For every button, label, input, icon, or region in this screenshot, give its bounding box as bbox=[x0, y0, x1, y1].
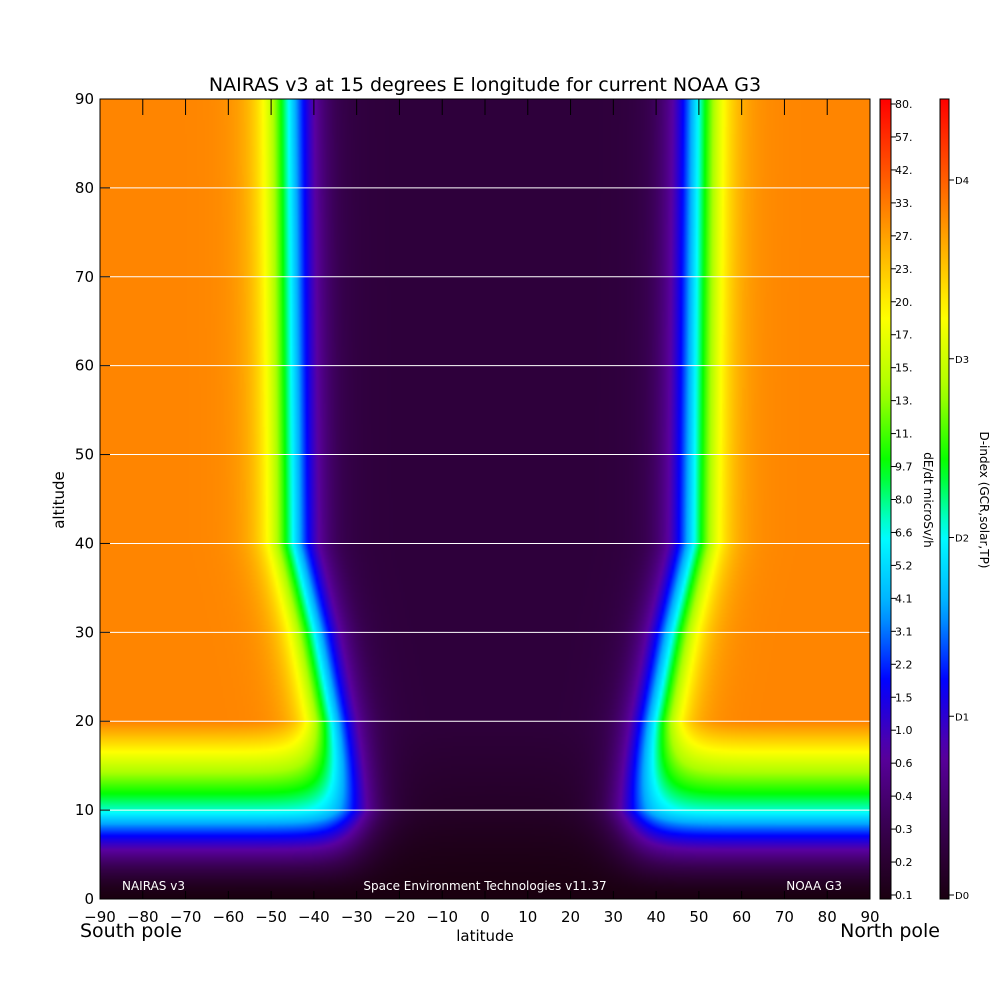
dose-tick-label: 15. bbox=[895, 362, 913, 375]
x-tick-label: 50 bbox=[689, 908, 708, 926]
dindex-colorbar bbox=[940, 99, 949, 899]
dose-tick-label: 27. bbox=[895, 230, 913, 243]
dindex-colorbar-label: D-index (GCR,solar,TP) bbox=[977, 431, 991, 568]
y-tick-label: 70 bbox=[75, 268, 94, 286]
dose-colorbar bbox=[880, 99, 891, 899]
dose-tick-label: 8.0 bbox=[895, 494, 913, 507]
x-tick-label: −40 bbox=[298, 908, 330, 926]
x-tick-label: 0 bbox=[480, 908, 490, 926]
dose-tick-label: 6.6 bbox=[895, 526, 913, 539]
dindex-tick-label: D1 bbox=[955, 712, 969, 723]
dose-tick-label: 13. bbox=[895, 395, 913, 408]
y-axis-label: altitude bbox=[50, 471, 68, 529]
annotation-left: NAIRAS v3 bbox=[122, 879, 185, 893]
y-tick-label: 30 bbox=[75, 623, 94, 641]
dose-colorbar-label: dE/dt microSv/h bbox=[921, 452, 935, 547]
grid-lines bbox=[100, 187, 870, 811]
dose-tick-label: 0.6 bbox=[895, 757, 913, 770]
x-tick-label: 80 bbox=[818, 908, 837, 926]
dose-tick-label: 23. bbox=[895, 263, 913, 276]
x-tick-label: 10 bbox=[518, 908, 537, 926]
y-tick-label: 40 bbox=[75, 534, 94, 552]
dose-tick-label: 11. bbox=[895, 428, 913, 441]
x-tick-label: 90 bbox=[860, 908, 879, 926]
dindex-tick-label: D0 bbox=[955, 891, 969, 902]
y-tick-label: 50 bbox=[75, 446, 94, 464]
dose-tick-label: 33. bbox=[895, 197, 913, 210]
x-tick-label: 30 bbox=[604, 908, 623, 926]
dose-tick-label: 42. bbox=[895, 164, 913, 177]
x-tick-label: −20 bbox=[384, 908, 416, 926]
dose-tick-label: 57. bbox=[895, 131, 913, 144]
dindex-tick-label: D4 bbox=[955, 176, 969, 187]
annotation-right: NOAA G3 bbox=[786, 879, 842, 893]
south-pole-label: South pole bbox=[80, 920, 182, 942]
dindex-colorbar-ticks: D4 D3 D2 D1 D0 bbox=[939, 98, 969, 902]
x-tick-label: −30 bbox=[341, 908, 373, 926]
y-tick-label: 10 bbox=[75, 801, 94, 819]
y-axis: 0 10 20 30 40 50 60 70 80 90 bbox=[75, 90, 110, 908]
x-axis: −90 −80 −70 −60 −50 −40 −30 −20 −10 0 10 20 30 40 50 60… bbox=[84, 99, 880, 926]
y-tick-label: 20 bbox=[75, 712, 94, 730]
dose-tick-label: 0.1 bbox=[895, 889, 913, 902]
x-tick-label: 20 bbox=[561, 908, 580, 926]
dindex-tick-label: D3 bbox=[955, 355, 969, 366]
heatmap-field bbox=[100, 99, 870, 899]
dindex-colorbar-frame bbox=[939, 98, 950, 900]
x-tick-label: −90 bbox=[84, 908, 116, 926]
x-tick-label: −80 bbox=[127, 908, 159, 926]
x-tick-label: −60 bbox=[213, 908, 245, 926]
x-axis-label: latitude bbox=[456, 927, 514, 945]
dose-tick-label: 0.3 bbox=[895, 823, 913, 836]
annotation-center: Space Environment Technologies v11.37 bbox=[363, 879, 606, 893]
y-tick-label: 60 bbox=[75, 357, 94, 375]
dose-tick-label: 80. bbox=[895, 98, 913, 111]
dose-tick-label: 0.4 bbox=[895, 790, 913, 803]
x-tick-label: 40 bbox=[647, 908, 666, 926]
dose-colorbar-ticks: 80. 57. 42. 33. 27. 23. 20. 17. 15. 13. 11. 9.7 8.0 6… bbox=[879, 98, 913, 902]
dose-tick-label: 0.2 bbox=[895, 856, 913, 869]
y-tick-label: 90 bbox=[75, 90, 94, 108]
dose-tick-label: 9.7 bbox=[895, 461, 913, 474]
dose-tick-label: 17. bbox=[895, 329, 913, 342]
north-pole-label: North pole bbox=[840, 920, 940, 942]
x-tick-label: −10 bbox=[426, 908, 458, 926]
dose-tick-label: 1.5 bbox=[895, 691, 913, 704]
dindex-tick-label: D2 bbox=[955, 534, 969, 545]
dose-tick-label: 20. bbox=[895, 296, 913, 309]
dose-tick-label: 4.1 bbox=[895, 592, 913, 605]
dose-tick-label: 3.1 bbox=[895, 625, 913, 638]
y-tick-label: 0 bbox=[84, 890, 94, 908]
x-tick-label: 60 bbox=[732, 908, 751, 926]
x-tick-label: −50 bbox=[255, 908, 287, 926]
x-tick-label: 70 bbox=[775, 908, 794, 926]
dose-tick-label: 1.0 bbox=[895, 724, 913, 737]
x-tick-label: −70 bbox=[170, 908, 202, 926]
chart-title: NAIRAS v3 at 15 degrees E longitude for … bbox=[209, 74, 761, 96]
dose-tick-label: 5.2 bbox=[895, 559, 913, 572]
dose-tick-label: 2.2 bbox=[895, 658, 913, 671]
y-tick-label: 80 bbox=[75, 179, 94, 197]
